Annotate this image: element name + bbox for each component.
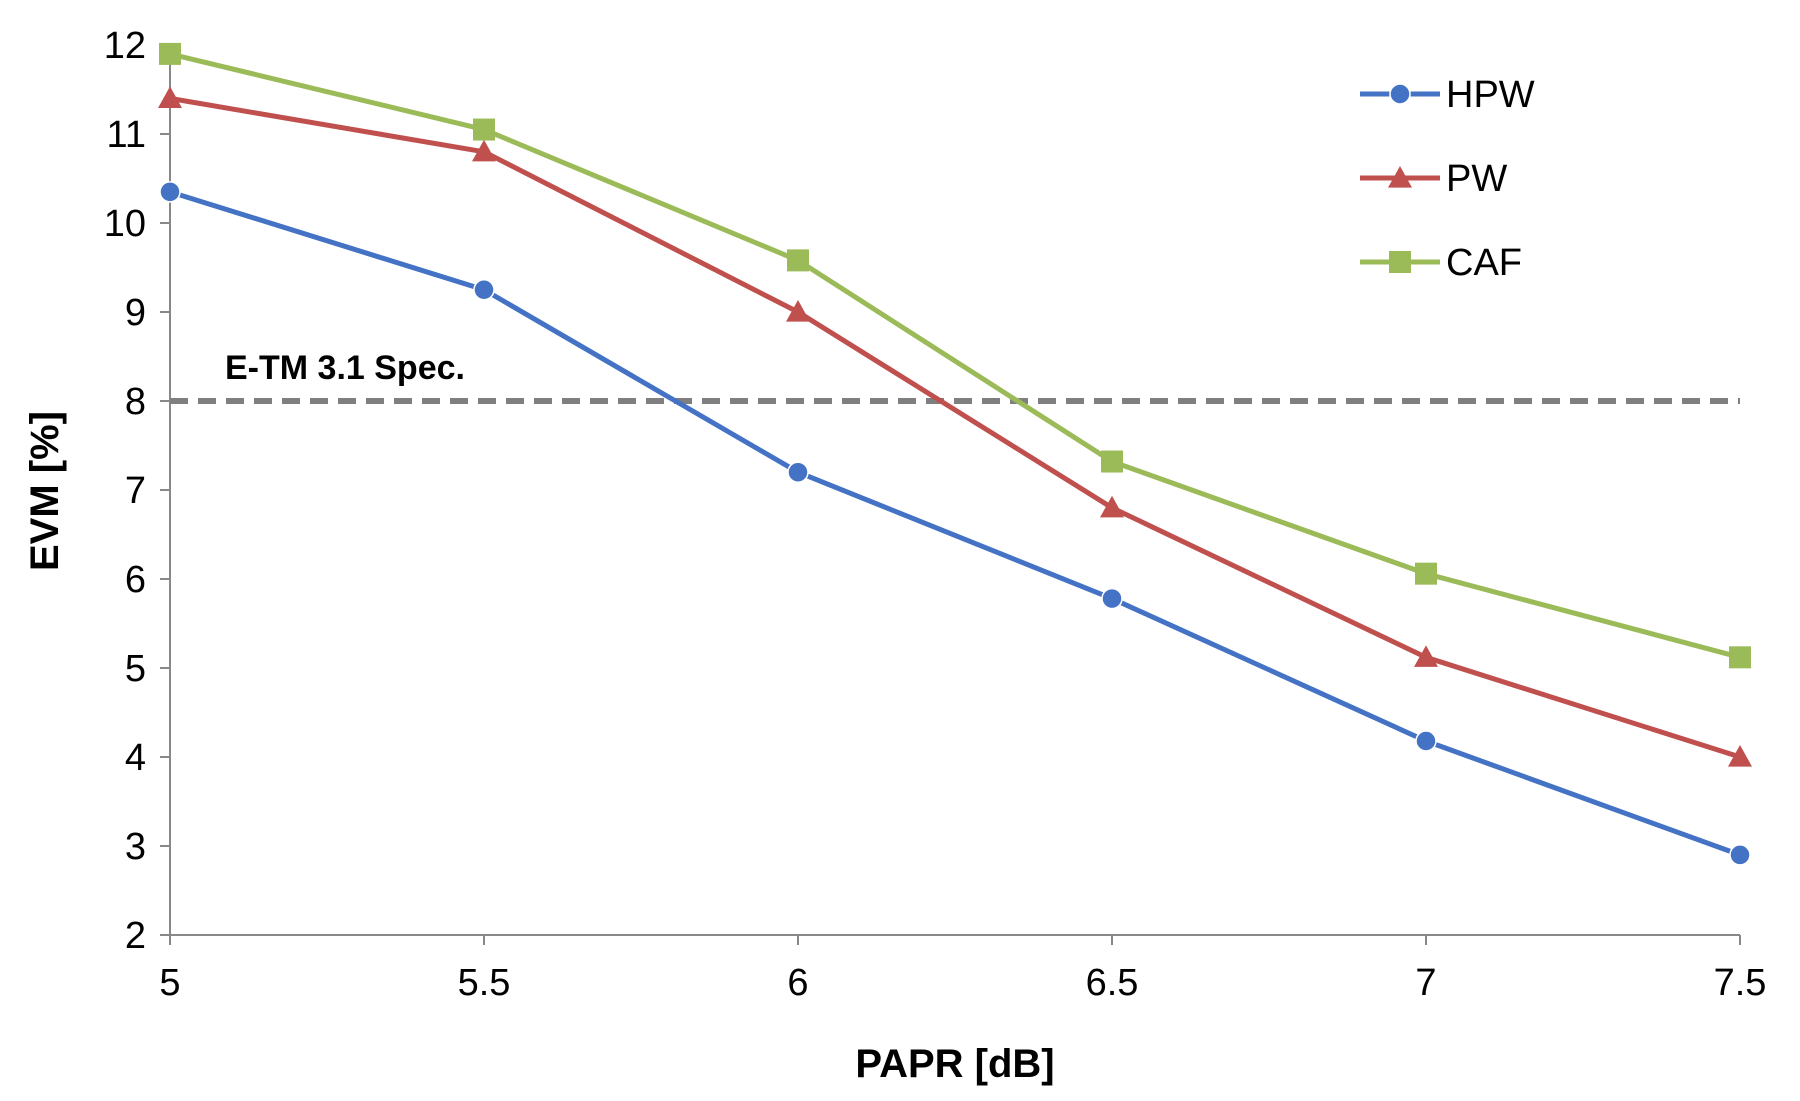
data-point-hpw bbox=[787, 461, 809, 483]
chart-series bbox=[158, 42, 1752, 866]
x-tick-label: 6.5 bbox=[1086, 962, 1139, 1004]
data-point-hpw bbox=[159, 181, 181, 203]
x-tick-label: 6 bbox=[787, 962, 808, 1004]
data-point-hpw bbox=[1729, 844, 1751, 866]
x-tick-label: 7 bbox=[1415, 962, 1436, 1004]
y-tick-label: 10 bbox=[104, 203, 146, 245]
legend-marker-pw bbox=[1388, 166, 1412, 188]
y-tick-label: 8 bbox=[125, 381, 146, 423]
data-point-hpw bbox=[473, 279, 495, 301]
x-tick-label: 5.5 bbox=[458, 962, 511, 1004]
series-line-caf bbox=[169, 51, 1741, 660]
data-point-pw bbox=[472, 139, 496, 162]
y-tick-label: 12 bbox=[104, 25, 146, 67]
legend-label-hpw: HPW bbox=[1446, 74, 1535, 116]
data-point-caf bbox=[1415, 562, 1437, 585]
data-point-pw bbox=[1728, 745, 1752, 767]
y-tick-label: 6 bbox=[125, 559, 146, 601]
x-tick-label: 7.5 bbox=[1714, 962, 1767, 1004]
data-point-pw bbox=[786, 300, 810, 322]
data-point-hpw bbox=[1101, 587, 1123, 610]
legend-label-pw: PW bbox=[1446, 158, 1507, 200]
data-point-caf bbox=[159, 42, 181, 65]
series-line-pw bbox=[169, 95, 1741, 760]
data-point-pw bbox=[1414, 645, 1438, 667]
chart-ticks: 2 3 4 5 6 7 8 9 10 11 12 5 5.5 6 6.5 7 7.5 bbox=[104, 25, 1767, 1004]
y-tick-label: 5 bbox=[125, 648, 146, 690]
data-point-hpw bbox=[1415, 730, 1437, 752]
chart-legend: HPW PW CAF bbox=[1360, 74, 1535, 284]
y-tick-label: 9 bbox=[125, 292, 146, 334]
legend-marker-caf bbox=[1389, 251, 1411, 273]
legend-marker-hpw bbox=[1389, 83, 1411, 105]
x-axis-title: PAPR [dB] bbox=[855, 1042, 1054, 1086]
data-point-caf bbox=[473, 118, 495, 141]
y-tick-label: 11 bbox=[107, 114, 146, 156]
data-point-pw bbox=[158, 86, 182, 108]
reference-line-group: E-TM 3.1 Spec. bbox=[170, 349, 1740, 404]
reference-line-label: E-TM 3.1 Spec. bbox=[225, 349, 465, 387]
y-axis-title: EVM [%] bbox=[23, 411, 67, 571]
y-tick-label: 7 bbox=[125, 470, 146, 512]
series-line-hpw bbox=[169, 189, 1741, 858]
y-tick-label: 3 bbox=[125, 826, 146, 868]
y-tick-label: 2 bbox=[125, 915, 146, 957]
x-tick-label: 5 bbox=[159, 962, 180, 1004]
legend-label-caf: CAF bbox=[1446, 242, 1522, 284]
y-tick-label: 4 bbox=[125, 737, 146, 779]
data-point-caf bbox=[787, 249, 809, 272]
data-point-caf bbox=[1729, 646, 1751, 669]
data-point-caf bbox=[1101, 450, 1123, 473]
data-point-pw bbox=[1100, 495, 1124, 518]
